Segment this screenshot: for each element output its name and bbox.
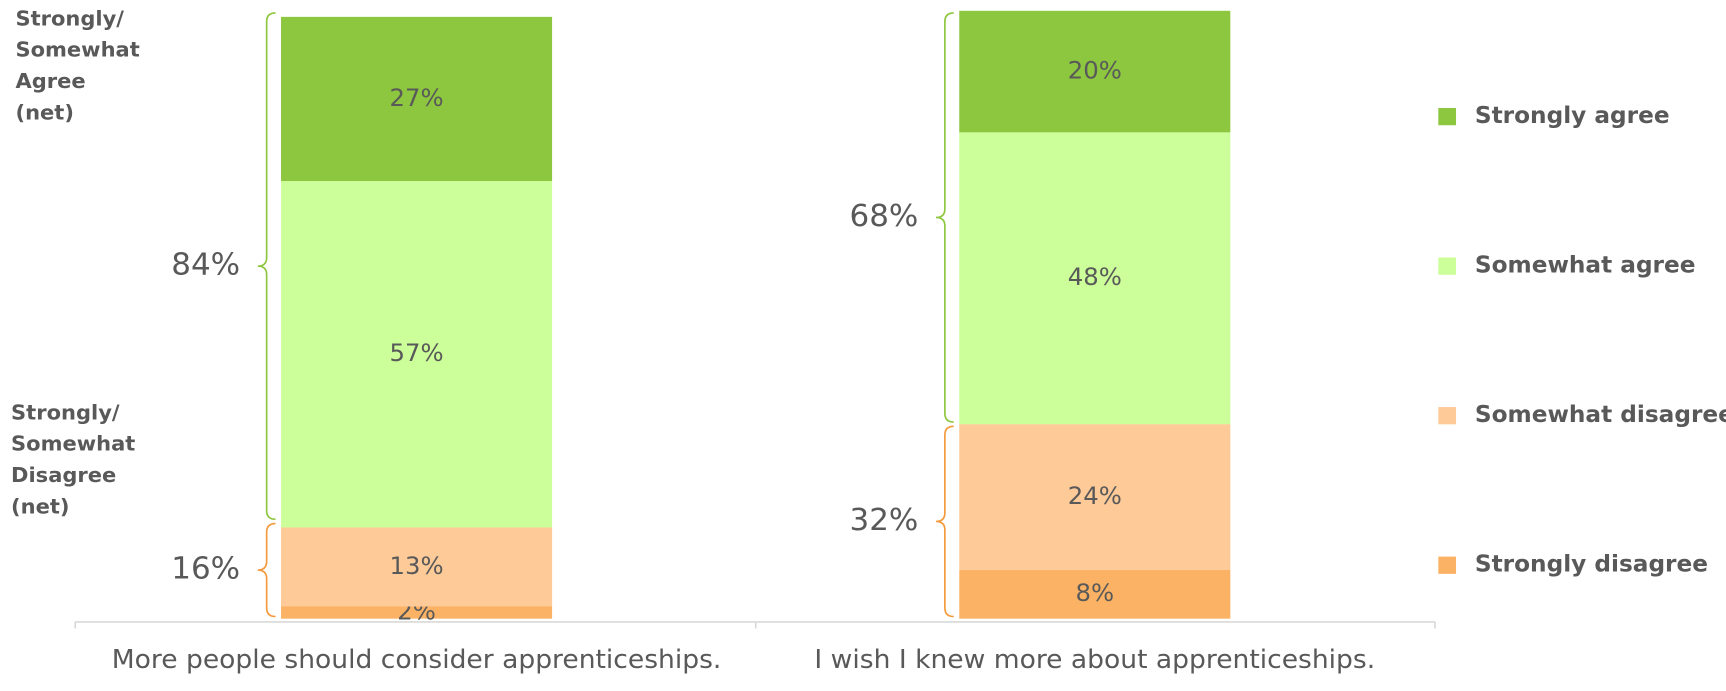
net-brace bbox=[935, 12, 954, 423]
data-label: 24% bbox=[1068, 482, 1122, 510]
net-value-label: 84% bbox=[171, 248, 240, 283]
bar-segment bbox=[959, 570, 1231, 619]
bar-segment bbox=[281, 606, 553, 619]
net-label-line: (net) bbox=[15, 101, 73, 125]
bar-segment bbox=[281, 180, 553, 528]
net-label-line: Somewhat bbox=[15, 38, 139, 62]
net-label: Strongly/Somewhat Agree (net) bbox=[15, 7, 139, 125]
x-tick-label: More people should consider apprenticesh… bbox=[112, 645, 722, 675]
data-label: 27% bbox=[390, 84, 444, 112]
data-label: 57% bbox=[390, 339, 444, 367]
legend-swatch bbox=[1438, 556, 1457, 574]
net-label-line: Somewhat bbox=[11, 432, 135, 456]
data-label: 20% bbox=[1068, 57, 1122, 85]
x-tick-label: I wish I knew more about apprenticeships… bbox=[814, 645, 1375, 675]
legend-label: Somewhat agree bbox=[1475, 253, 1696, 279]
data-label: 8% bbox=[1075, 580, 1114, 608]
bar-segment bbox=[959, 132, 1231, 425]
bar-segment bbox=[959, 10, 1231, 133]
legend-label: Strongly agree bbox=[1475, 103, 1670, 129]
net-label-line: Disagree bbox=[11, 463, 116, 487]
net-value-label: 32% bbox=[849, 503, 918, 538]
net-value-label: 16% bbox=[171, 552, 240, 587]
bar-segment bbox=[959, 424, 1231, 571]
bar-segment bbox=[281, 16, 553, 181]
net-label-line: (net) bbox=[11, 495, 69, 519]
net-brace bbox=[257, 522, 276, 618]
data-label: 13% bbox=[390, 552, 444, 580]
net-value-label: 68% bbox=[849, 199, 918, 234]
net-label-line: Strongly/ bbox=[15, 7, 124, 31]
net-label: Strongly/Somewhat Disagree (net) bbox=[11, 401, 135, 519]
net-label-line: Strongly/ bbox=[11, 401, 120, 425]
data-label: 48% bbox=[1068, 263, 1122, 291]
legend-swatch bbox=[1438, 257, 1457, 275]
bar-segment bbox=[281, 527, 553, 607]
net-label-line: Agree bbox=[15, 69, 85, 93]
net-brace bbox=[935, 425, 954, 618]
legend-swatch bbox=[1438, 107, 1457, 126]
legend-label: Somewhat disagree bbox=[1475, 402, 1726, 428]
legend-label: Strongly disagree bbox=[1475, 552, 1708, 578]
legend-swatch bbox=[1438, 407, 1457, 425]
net-brace bbox=[257, 12, 276, 521]
